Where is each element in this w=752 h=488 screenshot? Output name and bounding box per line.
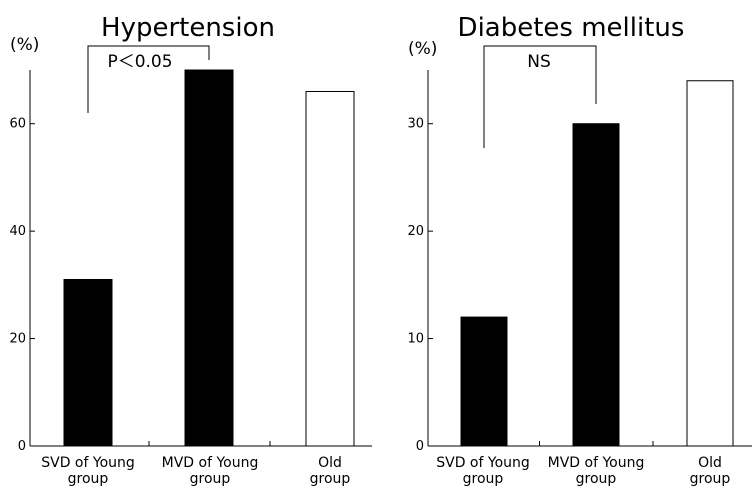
hypertension-y-tick-label: 40	[9, 224, 26, 239]
hypertension-category-label-2: group	[190, 471, 231, 487]
diabetes-significance-bracket	[483, 45, 597, 148]
diabetes-bar-1	[460, 316, 508, 447]
diabetes-title: Diabetes mellitus	[458, 13, 685, 43]
diabetes-category-label-2: group	[576, 471, 617, 487]
diabetes-category-label-3: Old	[698, 455, 722, 471]
hypertension-y-tick-label: 60	[9, 117, 26, 132]
diabetes-y-unit-label: (%)	[408, 39, 437, 59]
diabetes-bar-3	[686, 80, 734, 447]
diabetes-y-tick-label: 30	[407, 117, 424, 132]
hypertension-category-label-3: group	[310, 471, 351, 487]
diabetes-y-tick-label: 0	[416, 439, 424, 454]
hypertension-bar-3	[305, 90, 355, 447]
hypertension-significance-label: P＜0.05	[107, 52, 172, 72]
hypertension-y-unit-label: (%)	[10, 35, 39, 55]
diabetes-category-label-2: MVD of Young	[548, 455, 645, 471]
diabetes-category-label-1: group	[463, 471, 504, 487]
diabetes-significance-label: NS	[527, 52, 551, 72]
diabetes-y-tick-label: 10	[407, 332, 424, 347]
diabetes-category-label-1: SVD of Young	[436, 455, 530, 471]
hypertension-y-tick-label: 20	[9, 332, 26, 347]
hypertension-category-label-3: Old	[318, 455, 342, 471]
hypertension-bar-1	[63, 278, 113, 447]
hypertension-y-tick-label: 0	[18, 439, 26, 454]
hypertension-category-label-1: SVD of Young	[41, 455, 135, 471]
hypertension-significance-bracket	[87, 45, 210, 113]
diabetes-category-label-3: group	[690, 471, 731, 487]
hypertension-bar-2	[184, 69, 234, 447]
hypertension-title: Hypertension	[101, 13, 275, 43]
hypertension-category-label-2: MVD of Young	[162, 455, 259, 471]
hypertension-category-label-1: group	[68, 471, 109, 487]
diabetes-y-tick-label: 20	[407, 224, 424, 239]
diabetes-bar-2	[572, 123, 620, 447]
